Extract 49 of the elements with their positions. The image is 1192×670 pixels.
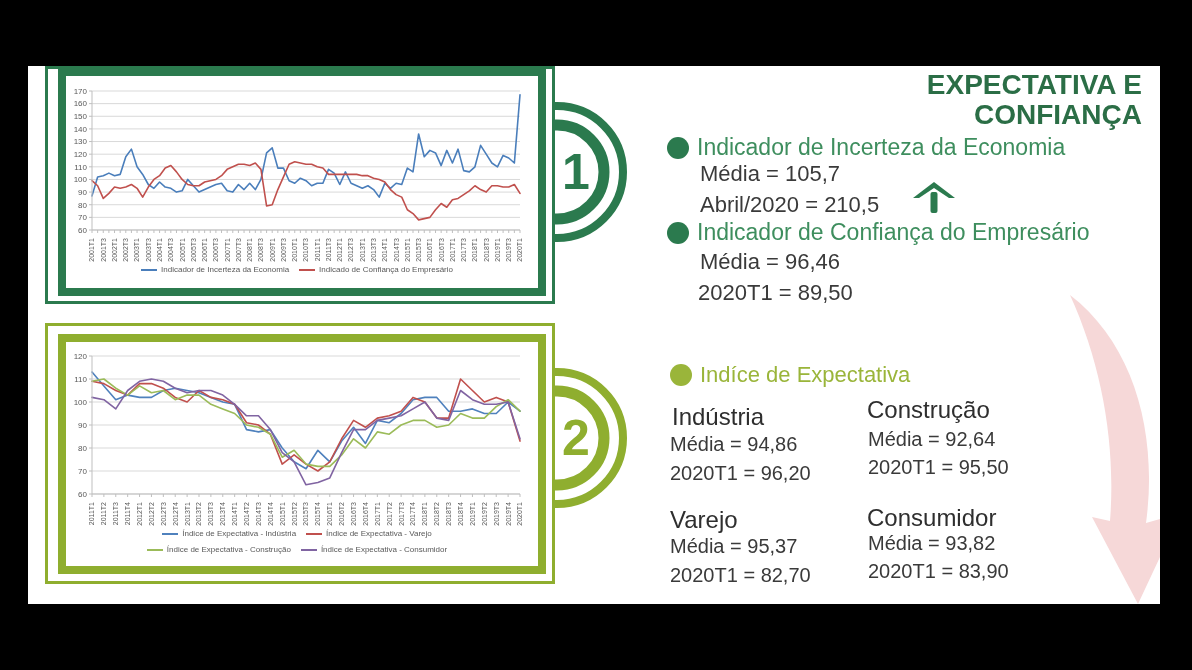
legend-label: Índice de Expectativa - Construção xyxy=(166,545,291,555)
text: Média = 95,37 xyxy=(670,534,798,558)
text: 1 xyxy=(562,143,590,202)
text: Indústria xyxy=(672,402,765,432)
legend-label: Índice de Expectativa - Indústria xyxy=(182,529,297,539)
legend-label: Indicado de Confiança do Empresário xyxy=(319,265,453,275)
text: Média = 92,64 xyxy=(868,427,996,451)
y-tick-label: 60 xyxy=(78,489,88,499)
y-tick-label: 80 xyxy=(78,443,88,453)
y-tick-label: 120 xyxy=(73,351,88,361)
text: 2020T1 = 82,70 xyxy=(670,563,811,587)
y-tick-label: 160 xyxy=(73,99,88,109)
text: EXPECTATIVA E CONFIANÇA xyxy=(925,69,1142,130)
legend-label: Indicador de Incerteza da Economia xyxy=(161,265,290,275)
y-tick-label: 70 xyxy=(78,213,88,223)
text: 2020T1 = 95,50 xyxy=(868,455,1009,479)
legend-label: Índice de Expectativa - Varejo xyxy=(326,529,432,539)
y-tick-label: 100 xyxy=(73,397,88,407)
text: Consumidor xyxy=(867,503,997,533)
text: Média = 93,82 xyxy=(868,531,996,555)
y-tick-label: 120 xyxy=(73,150,88,160)
y-tick-label: 70 xyxy=(78,466,88,476)
line-series xyxy=(91,93,521,198)
text: Indicador de Incerteza da Economia xyxy=(697,134,1066,162)
y-tick-label: 110 xyxy=(74,374,88,384)
text: Indicador de Confiança do Empresário xyxy=(697,219,1090,247)
y-tick-label: 150 xyxy=(73,112,88,122)
text: 2 xyxy=(562,409,590,468)
text: Indíce de Expectativa xyxy=(700,361,911,389)
legend-label: Índice de Expectativa - Consumidor xyxy=(320,545,448,555)
y-tick-label: 140 xyxy=(73,124,88,134)
y-tick-label: 60 xyxy=(78,225,88,235)
text: 2020T1 = 89,50 xyxy=(698,279,853,307)
y-tick-label: 110 xyxy=(74,162,88,172)
y-tick-label: 90 xyxy=(78,187,88,197)
text: 2020T1 = 96,20 xyxy=(670,461,811,485)
text: Abril/2020 = 210,5 xyxy=(700,191,880,219)
text: Média = 94,86 xyxy=(670,432,798,456)
text: Construção xyxy=(867,395,990,425)
y-tick-label: 80 xyxy=(78,200,88,210)
y-tick-label: 130 xyxy=(73,137,88,147)
y-tick-label: 100 xyxy=(73,175,88,185)
line-series xyxy=(91,160,521,221)
text: Média = 105,7 xyxy=(700,160,841,188)
text: Varejo xyxy=(670,505,738,535)
y-tick-label: 170 xyxy=(73,86,88,96)
text: 2020T1 = 83,90 xyxy=(868,559,1009,583)
text: Média = 96,46 xyxy=(700,248,841,276)
y-tick-label: 90 xyxy=(78,420,88,430)
